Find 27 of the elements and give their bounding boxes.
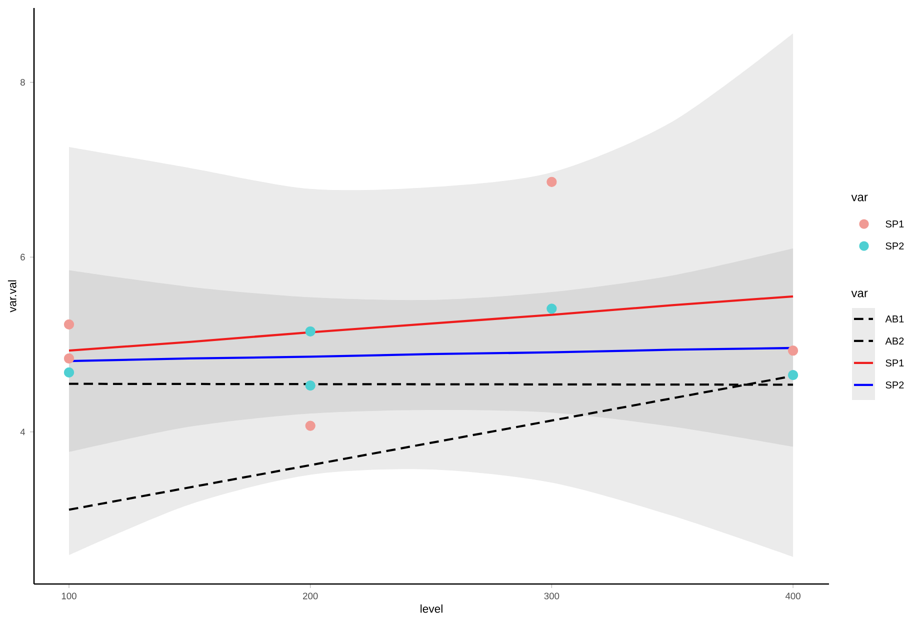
legend-label: SP1 <box>886 359 904 367</box>
point <box>788 370 798 380</box>
point <box>64 319 74 330</box>
legend-title: var <box>851 194 868 202</box>
legend-label: AB2 <box>885 337 904 344</box>
legend-label: AB1 <box>885 316 904 322</box>
point <box>305 420 316 431</box>
y-tick-label: 6 <box>20 254 25 260</box>
point <box>546 176 557 187</box>
legend-label: SP2 <box>886 242 904 250</box>
legend-label: SP2 <box>886 381 904 389</box>
point <box>305 326 316 336</box>
x-tick-label: 200 <box>303 592 318 600</box>
point <box>788 346 798 356</box>
text: var <box>851 290 868 298</box>
x-tick-label: 100 <box>62 592 76 600</box>
point <box>64 367 74 378</box>
point <box>64 353 74 364</box>
y-axis-title: var.val <box>8 280 16 312</box>
y-tick-label: 8 <box>20 79 25 86</box>
point <box>546 304 557 314</box>
x-axis-title: level <box>420 604 442 613</box>
x-tick-label: 300 <box>544 592 560 600</box>
point <box>305 380 316 391</box>
x-tick-label: 400 <box>785 592 800 600</box>
y-tick-label: 4 <box>20 428 26 436</box>
legend-label: SP1 <box>886 220 904 228</box>
